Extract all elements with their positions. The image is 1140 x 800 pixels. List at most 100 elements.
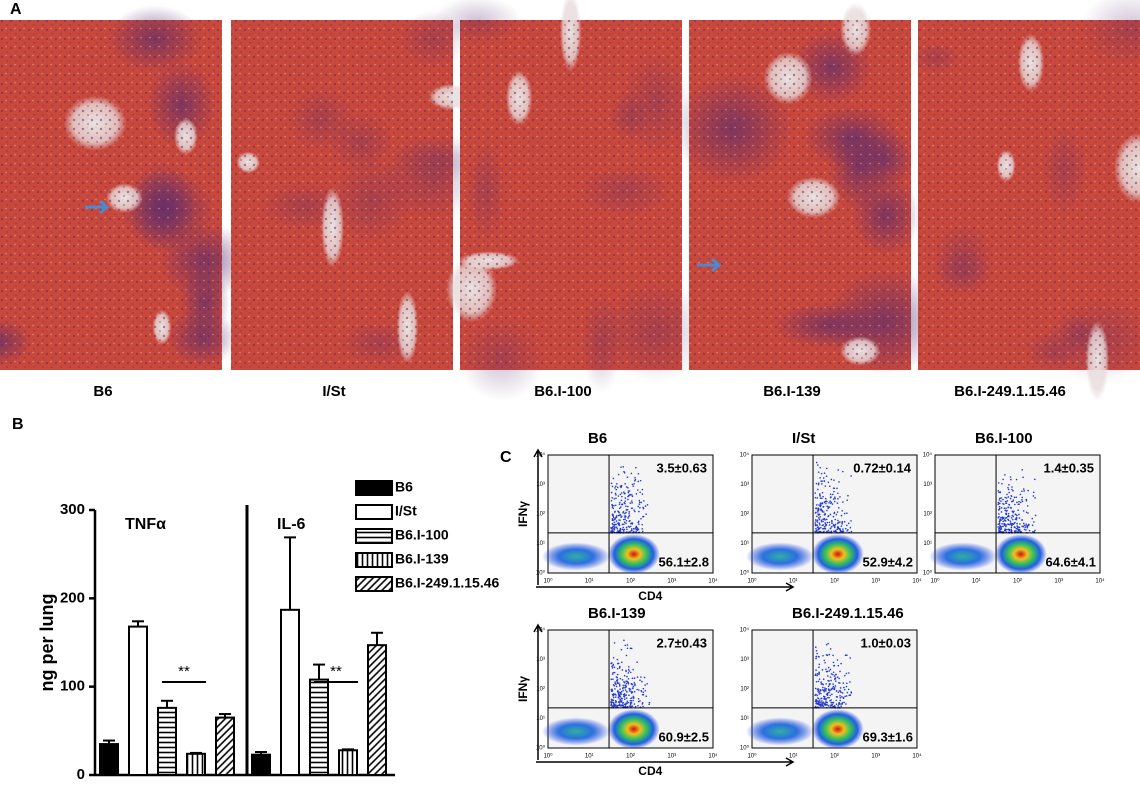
event — [622, 526, 625, 529]
population-low — [542, 717, 610, 746]
event — [1000, 506, 1003, 509]
y-tick-label: 10² — [536, 512, 545, 518]
event — [841, 703, 843, 705]
event — [638, 523, 640, 525]
event — [831, 522, 833, 524]
event — [820, 480, 822, 483]
event — [641, 528, 644, 530]
event — [630, 690, 632, 693]
x-tick-label: 10² — [1013, 579, 1022, 585]
y-axis-label: ng per lung — [37, 594, 57, 692]
event — [614, 487, 616, 489]
event — [610, 499, 613, 502]
event — [631, 495, 634, 498]
event — [615, 494, 617, 496]
event — [841, 470, 844, 473]
event — [1014, 518, 1017, 520]
quadrant-lower-right: 56.1±2.8 — [658, 554, 709, 569]
event — [630, 528, 633, 530]
event — [818, 522, 821, 525]
event — [834, 496, 836, 498]
x-tick-label: 10³ — [667, 579, 676, 585]
y-tick-label: 200 — [60, 589, 85, 606]
event — [849, 694, 852, 696]
event — [816, 519, 819, 522]
event — [639, 479, 642, 482]
legend-swatch — [355, 504, 393, 520]
event — [619, 501, 621, 504]
event — [829, 676, 832, 678]
event — [819, 502, 822, 505]
event — [816, 507, 818, 510]
event — [620, 466, 622, 468]
image-caption: I/St — [322, 383, 345, 400]
event — [625, 654, 628, 657]
event — [612, 693, 615, 695]
event — [1010, 528, 1012, 531]
event — [825, 683, 827, 685]
event — [640, 517, 642, 520]
event — [826, 701, 829, 704]
event — [639, 700, 641, 702]
event — [821, 700, 823, 702]
event — [846, 524, 848, 527]
event — [616, 679, 618, 682]
event — [828, 670, 831, 672]
event — [821, 502, 824, 505]
event — [1008, 503, 1010, 506]
event — [628, 670, 631, 672]
event — [845, 682, 848, 685]
x-tick-label: 10³ — [1054, 579, 1063, 585]
y-tick-label: 10¹ — [740, 716, 749, 722]
event — [1005, 524, 1008, 526]
event — [637, 521, 640, 524]
event — [624, 644, 627, 647]
event — [631, 677, 634, 680]
event — [997, 489, 1000, 492]
event — [625, 522, 627, 525]
y-tick-label: 10³ — [740, 482, 749, 488]
event — [827, 481, 830, 484]
event — [1007, 486, 1009, 489]
x-tick-label: 10⁴ — [1095, 578, 1105, 585]
quadrant-upper-right: 0.72±0.14 — [853, 460, 912, 475]
event — [1010, 478, 1012, 481]
event — [614, 688, 616, 690]
event — [818, 678, 821, 680]
histology-image — [432, 0, 712, 402]
event — [839, 496, 841, 498]
event — [612, 507, 615, 510]
event — [839, 687, 842, 689]
event — [641, 493, 644, 495]
event — [1003, 524, 1006, 526]
event — [846, 654, 848, 657]
event — [843, 686, 845, 689]
event — [835, 703, 838, 706]
legend-label: B6.I-249.1.15.46 — [395, 575, 500, 591]
event — [643, 500, 645, 502]
event — [617, 514, 620, 517]
event — [850, 475, 852, 477]
event — [644, 505, 647, 507]
event — [624, 497, 627, 499]
event — [618, 685, 621, 687]
event — [819, 530, 821, 533]
event — [1034, 497, 1036, 499]
event — [618, 697, 620, 700]
event — [818, 504, 820, 506]
event — [641, 523, 644, 526]
event — [1025, 523, 1027, 525]
event — [817, 482, 820, 484]
population-cd4 — [607, 709, 660, 750]
quadrant-upper-right: 1.0±0.03 — [860, 635, 911, 650]
event — [832, 498, 835, 500]
y-arrow — [533, 623, 543, 760]
event — [827, 685, 830, 688]
event — [824, 661, 826, 664]
event — [818, 518, 821, 521]
event — [1002, 478, 1004, 481]
event — [619, 493, 622, 496]
event — [620, 503, 623, 506]
event — [832, 683, 834, 685]
y-tick-label: 10¹ — [536, 541, 545, 547]
